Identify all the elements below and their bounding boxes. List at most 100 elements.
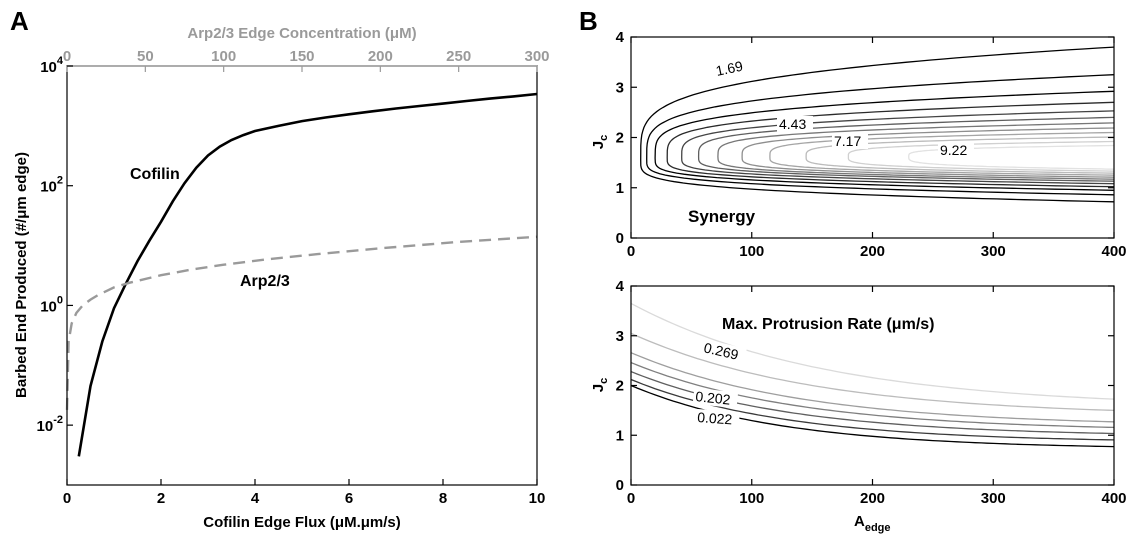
y-tick-label: 3 (616, 328, 624, 345)
contour-label: 0.269 (702, 339, 740, 363)
x-tick-label: 2 (157, 490, 165, 507)
contour-line (666, 101, 1114, 188)
panel-b-bottom-annotation: Max. Protrusion Rate (μm/s) (722, 316, 935, 333)
panel-a-top-ticks: 0 50 100 150 200 250 300 (63, 48, 550, 72)
panel-b-top-y-ticks: 0 1 2 3 4 (616, 29, 1114, 247)
y-tick-label: 3 (616, 79, 624, 96)
y-tick-label: 1 (616, 180, 624, 197)
x-tick-label: 10 (529, 490, 546, 507)
x-tick-label: 0 (63, 490, 71, 507)
contour-label-bg (700, 338, 747, 365)
y-tick-label: 4 (616, 29, 625, 46)
panel-b-bottom-y-axis-label: Jc (590, 378, 610, 392)
contour-line (631, 332, 1114, 412)
y-tick-label: 104 (40, 55, 64, 76)
panel-b-top-y-axis-label-main: J (590, 141, 607, 149)
panel-b-bottom-y-axis-label-main: J (590, 384, 607, 392)
x-tick-label: 0 (627, 243, 635, 260)
contour-label: 4.43 (779, 116, 806, 132)
top-tick-label: 150 (289, 48, 314, 65)
panel-b-bottom-y-axis-label-sub: c (598, 378, 610, 384)
panel-b-top-plot-area: 1.69 4.43 7.17 9.22 (640, 46, 1114, 203)
contour-line (654, 90, 1114, 191)
contour-line (640, 46, 1114, 203)
top-tick-label: 200 (368, 48, 393, 65)
contour-line (631, 302, 1114, 400)
panel-b-bottom-x-axis-label: Aedge (854, 513, 891, 534)
series-line-arp2-3 (65, 235, 538, 410)
contour-line (697, 116, 1114, 182)
y-tick-label: 1 (616, 427, 624, 444)
panel-b-bottom-x-axis-label-main: A (854, 513, 865, 530)
panel-b-top-chart: 1.69 4.43 7.17 9.22 0 100 200 300 400 0 1 2 3 4 Syn… (590, 29, 1127, 260)
top-tick-label: 300 (524, 48, 549, 65)
y-tick-label: 2 (616, 130, 624, 147)
panel-a-x-ticks: 0 2 4 6 8 10 (63, 479, 546, 507)
top-tick-label: 250 (446, 48, 471, 65)
x-tick-label: 4 (251, 490, 260, 507)
contour-label-bg (938, 142, 974, 158)
synergy-contours (640, 46, 1114, 203)
panel-b-bottom-y-ticks: 0 1 2 3 4 (616, 278, 1114, 494)
panel-a-chart: Cofilin Arp2/3 0 2 4 6 8 10 0 50 100 150 200 250 300… (13, 25, 550, 531)
protrusion-contours (631, 302, 1114, 448)
contour-label-bg (694, 408, 740, 428)
contour-line (717, 122, 1114, 180)
panel-a-axes-box (66, 65, 538, 486)
series-line-cofilin (77, 92, 538, 457)
x-tick-label: 200 (860, 243, 885, 260)
contour-line (805, 136, 1114, 174)
series-label-arp23: Arp2/3 (240, 273, 290, 290)
contour-line (741, 127, 1114, 178)
y-tick-label: 0 (616, 477, 624, 494)
x-tick-label: 0 (627, 490, 635, 507)
x-tick-label: 200 (860, 490, 885, 507)
contour-line (631, 361, 1114, 429)
x-tick-label: 6 (345, 490, 353, 507)
contour-line (646, 74, 1114, 196)
top-tick-label: 0 (63, 48, 71, 65)
y-tick-label: 4 (616, 278, 625, 295)
panel-b-top-y-axis-label: Jc (590, 135, 610, 149)
contour-label-bg (777, 116, 813, 132)
contour-label-bg (692, 387, 739, 409)
y-tick-label: 102 (40, 175, 63, 196)
panel-label-a: A (10, 6, 29, 36)
y-tick-label: 10-2 (37, 414, 63, 435)
panel-b-top-y-axis-label-sub: c (598, 135, 610, 141)
panel-b-bottom-x-ticks: 0 100 200 300 400 (627, 286, 1127, 507)
panel-b-top-x-ticks: 0 100 200 300 400 (627, 37, 1127, 260)
contour-label: 0.202 (695, 388, 732, 408)
x-tick-label: 400 (1101, 243, 1126, 260)
contour-label: 7.17 (834, 133, 861, 149)
x-tick-label: 8 (439, 490, 447, 507)
contour-line (631, 352, 1114, 423)
top-tick-label: 100 (211, 48, 236, 65)
x-tick-label: 100 (739, 243, 764, 260)
contour-label: 1.69 (714, 58, 744, 79)
contour-line (769, 131, 1114, 176)
contour-line (681, 110, 1114, 185)
x-tick-label: 300 (981, 243, 1006, 260)
contour-label-bg (832, 133, 868, 149)
y-tick-label: 100 (40, 294, 63, 315)
panel-b-top-annotation: Synergy (688, 207, 756, 226)
panel-label-b: B (579, 6, 598, 36)
y-tick-label: 2 (616, 378, 624, 395)
contour-label: 9.22 (940, 142, 967, 158)
x-tick-label: 400 (1101, 490, 1126, 507)
x-tick-label: 300 (981, 490, 1006, 507)
y-tick-label: 0 (616, 230, 624, 247)
panel-a-plot-area: Cofilin Arp2/3 (65, 92, 538, 457)
panel-a-y-ticks: 104 102 100 10-2 (37, 55, 73, 435)
top-tick-label: 50 (137, 48, 154, 65)
panel-a-y-axis-label: Barbed End Produced (#/μm edge) (13, 152, 30, 398)
contour-label-bg (712, 56, 751, 80)
panel-a-x-axis-label: Cofilin Edge Flux (μM.μm/s) (203, 514, 401, 531)
contour-label: 0.022 (697, 409, 733, 427)
contour-line (908, 144, 1114, 170)
panel-b-bottom-x-axis-label-sub: edge (865, 522, 891, 534)
